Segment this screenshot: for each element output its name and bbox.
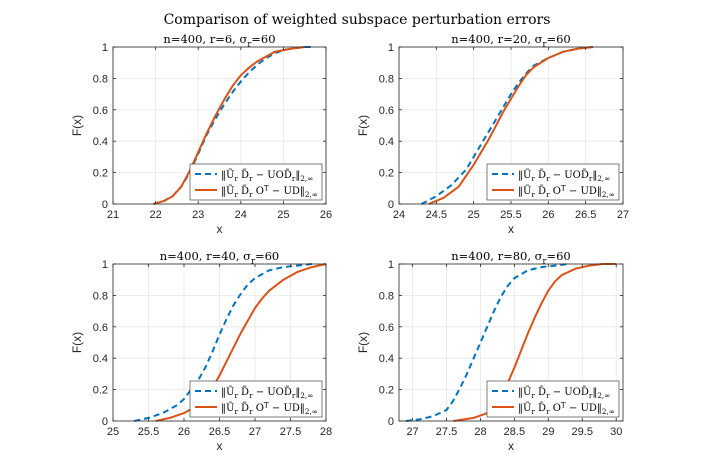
x-tick-label: 25 (107, 426, 119, 438)
y-tick-label: 0.8 (379, 290, 394, 302)
x-tick-label: 24.5 (426, 209, 447, 221)
x-tick-label: 27 (617, 209, 629, 221)
y-tick-label: 1 (102, 259, 108, 271)
chart-panel-2: 24 24.5 25 25.5 26 26.5 27 0 0.2 0.4 0.6 0.8 1 x F(x) n… (356, 32, 629, 236)
y-tick-label: 0.2 (379, 168, 394, 180)
legend-box (486, 163, 620, 201)
y-tick-label: 0.4 (93, 353, 108, 365)
legend-entry-1: ‖Ũr​ D̃r​ − UOD̃r​‖2,∞​ (518, 386, 610, 400)
legend-box (189, 163, 323, 201)
legend: ‖Ũr​ D̃r​ − UOD̃r​‖2,∞​‖Ũr​ D̃r​ OT​ − U… (486, 163, 620, 201)
x-tick-label: 27 (249, 426, 261, 438)
x-tick-label: 26.5 (575, 209, 596, 221)
series-line-2 (153, 46, 305, 205)
y-axis-label: F(x) (356, 115, 370, 136)
x-tick-label: 27 (406, 426, 418, 438)
x-tick-label: 25.5 (500, 209, 521, 221)
y-tick-label: 0.8 (93, 290, 108, 302)
x-tick-label: 28.5 (504, 426, 525, 438)
y-axis-label: F(x) (356, 332, 370, 353)
panel-title: n=400, r=40, σr​=60 (160, 249, 279, 265)
x-tick-label: 22 (149, 209, 161, 221)
x-tick-label: 30 (610, 426, 622, 438)
x-axis-label: x (217, 439, 223, 453)
x-tick-label: 26 (320, 209, 332, 221)
panel-title: n=400, r=20, σr​=60 (451, 32, 570, 48)
x-tick-label: 27.5 (280, 426, 301, 438)
y-tick-label: 0.6 (379, 105, 394, 117)
chart-panel-4: 27 27.5 28 28.5 29 29.5 30 0 0.2 0.4 0.6 0.8 1 x F(x) n… (356, 249, 624, 453)
y-tick-label: 0.6 (379, 322, 394, 334)
y-tick-label: 0.2 (93, 168, 108, 180)
y-tick-label: 1 (102, 42, 108, 54)
panel-title: n=400, r=80, σr​=60 (451, 249, 570, 265)
legend-entry-2: ‖Ũr​ D̃r​ OT​ − UD‖2,∞​ (221, 184, 318, 200)
y-tick-label: 0 (388, 199, 394, 211)
series-line-2 (428, 46, 594, 205)
legend: ‖Ũr​ D̃r​ − UOD̃r​‖2,∞​‖Ũr​ D̃r​ OT​ − U… (189, 163, 323, 201)
x-tick-label: 25 (468, 209, 480, 221)
legend-entry-2: ‖Ũr​ D̃r​ OT​ − UD‖2,∞​ (518, 401, 615, 417)
y-tick-label: 0 (102, 199, 108, 211)
legend-entry-2: ‖Ũr​ D̃r​ OT​ − UD‖2,∞​ (518, 184, 615, 200)
axes-box (398, 263, 624, 422)
x-tick-label: 21 (107, 209, 119, 221)
legend-entry-1: ‖Ũr​ D̃r​ − UOD̃r​‖2,∞​ (221, 386, 313, 400)
x-tick-label: 24 (393, 209, 405, 221)
series-line-1 (134, 263, 312, 422)
chart-panel-1: 21 22 23 24 25 26 0 0.2 0.4 0.6 0.8 1 x F(x) n=400, r=… (70, 32, 332, 236)
y-tick-label: 0.4 (93, 136, 108, 148)
x-tick-label: 29.5 (572, 426, 593, 438)
y-axis-label: F(x) (70, 115, 84, 136)
x-tick-label: 28 (474, 426, 486, 438)
axes-box (112, 46, 327, 205)
y-tick-label: 0 (388, 416, 394, 428)
x-tick-label: 25 (277, 209, 289, 221)
x-tick-label: 25.5 (138, 426, 159, 438)
y-tick-label: 1 (388, 259, 394, 271)
legend-entry-1: ‖Ũr​ D̃r​ − UOD̃r​‖2,∞​ (518, 169, 610, 183)
legend: ‖Ũr​ D̃r​ − UOD̃r​‖2,∞​‖Ũr​ D̃r​ OT​ − U… (486, 380, 620, 418)
x-tick-label: 23 (192, 209, 204, 221)
panel-title: n=400, r=6, σr​=60 (163, 32, 275, 48)
legend-entry-2: ‖Ũr​ D̃r​ OT​ − UD‖2,∞​ (221, 401, 318, 417)
y-tick-label: 0.4 (379, 353, 394, 365)
y-tick-label: 1 (388, 42, 394, 54)
y-tick-label: 0.2 (379, 385, 394, 397)
legend-box (189, 380, 323, 418)
x-tick-label: 24 (235, 209, 247, 221)
y-axis-label: F(x) (70, 332, 84, 353)
x-tick-label: 26.5 (209, 426, 230, 438)
legend-box (486, 380, 620, 418)
y-tick-label: 0.8 (93, 73, 108, 85)
x-axis-label: x (508, 222, 514, 236)
y-tick-label: 0.6 (93, 322, 108, 334)
y-tick-label: 0.4 (379, 136, 394, 148)
chart-panel-3: 25 25.5 26 26.5 27 27.5 28 0 0.2 0.4 0.6 0.8 1 x F(x) n… (70, 249, 332, 453)
y-tick-label: 0.6 (93, 105, 108, 117)
legend-entry-1: ‖Ũr​ D̃r​ − UOD̃r​‖2,∞​ (221, 169, 313, 183)
x-tick-label: 26 (542, 209, 554, 221)
y-tick-label: 0.8 (379, 73, 394, 85)
x-tick-label: 26 (178, 426, 190, 438)
x-tick-label: 28 (320, 426, 332, 438)
figure-title: Comparison of weighted subspace perturba… (164, 12, 551, 28)
x-axis-label: x (217, 222, 223, 236)
y-tick-label: 0 (102, 416, 108, 428)
legend: ‖Ũr​ D̃r​ − UOD̃r​‖2,∞​‖Ũr​ D̃r​ OT​ − U… (189, 380, 323, 418)
series-line-1 (405, 263, 569, 422)
x-tick-label: 29 (542, 426, 554, 438)
x-tick-label: 27.5 (436, 426, 457, 438)
y-tick-label: 0.2 (93, 385, 108, 397)
x-axis-label: x (508, 439, 514, 453)
